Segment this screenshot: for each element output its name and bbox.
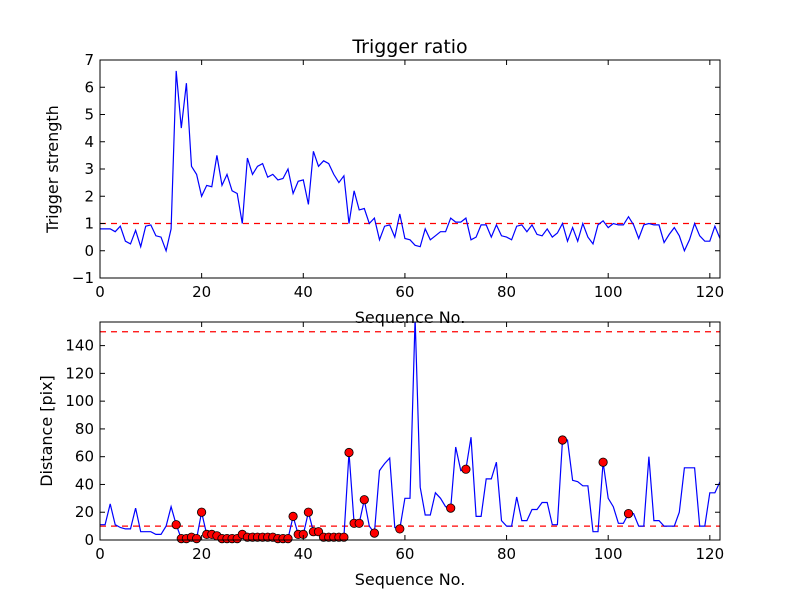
y-tick-label: 4 xyxy=(84,133,94,151)
x-tick-label: 0 xyxy=(95,545,105,563)
triggered-event-point xyxy=(344,447,354,458)
triggered-event-point xyxy=(359,495,369,505)
y-tick-label: 20 xyxy=(75,503,94,521)
x-tick-label: 40 xyxy=(294,545,313,563)
top-x-axis-label: Sequence No. xyxy=(355,308,466,327)
triggered-event-point xyxy=(623,508,634,519)
x-tick-label: 80 xyxy=(497,545,516,563)
chart-title: Trigger ratio xyxy=(351,36,467,58)
triggered-event-point xyxy=(354,518,364,528)
bottom-plot-frame xyxy=(99,321,721,541)
y-tick-label: −1 xyxy=(72,269,94,287)
triggered-event-point xyxy=(369,528,379,538)
y-tick-label: 80 xyxy=(75,420,94,438)
trigger-ratio-panel: Trigger ratio 0 20 40 60 80 100 120 −101234567… xyxy=(43,36,724,327)
triggered-event-point xyxy=(192,533,202,544)
y-tick-label: 7 xyxy=(84,51,94,69)
x-tick-label: 100 xyxy=(594,545,623,563)
triggered-event-point xyxy=(197,507,207,517)
bottom-x-axis: 0 20 40 60 80 100 120 xyxy=(95,322,724,563)
y-tick-label: 5 xyxy=(84,106,94,124)
y-tick-label: 3 xyxy=(84,160,94,178)
y-tick-label: 140 xyxy=(65,337,94,355)
x-tick-label: 20 xyxy=(192,545,211,563)
triggered-event-point xyxy=(461,464,471,474)
y-tick-label: 120 xyxy=(65,364,94,382)
bottom-y-axis-label: Distance [pix] xyxy=(37,375,56,487)
triggered-event-point xyxy=(446,503,456,513)
y-tick-label: 40 xyxy=(75,475,94,493)
y-tick-label: 1 xyxy=(84,215,94,233)
x-tick-label: 60 xyxy=(395,283,414,301)
triggered-event-point xyxy=(339,532,349,542)
distance-line xyxy=(100,322,720,540)
triggered-event-point xyxy=(303,507,313,517)
distance-panel: 0 20 40 60 80 100 120 0 20 40 60 80 100 120 140 Seque… xyxy=(37,321,724,589)
bottom-x-axis-label: Sequence No. xyxy=(355,570,466,589)
y-tick-label: 2 xyxy=(84,187,94,205)
x-tick-label: 60 xyxy=(395,545,414,563)
top-x-axis: 0 20 40 60 80 100 120 xyxy=(95,60,724,301)
triggered-event-point xyxy=(598,457,608,467)
triggered-event-point xyxy=(395,524,405,534)
top-y-axis-label: Trigger strength xyxy=(43,105,62,234)
x-tick-label: 40 xyxy=(294,283,313,301)
triggered-event-point xyxy=(283,533,293,544)
y-tick-label: 0 xyxy=(84,242,94,260)
triggered-event-point xyxy=(171,520,181,530)
y-tick-label: 100 xyxy=(65,392,94,410)
y-tick-label: 6 xyxy=(84,78,94,96)
x-tick-label: 0 xyxy=(95,283,105,301)
y-tick-label: 0 xyxy=(84,531,94,549)
trigger-strength-line xyxy=(100,70,721,253)
x-tick-label: 20 xyxy=(192,283,211,301)
x-tick-label: 100 xyxy=(594,283,623,301)
bottom-y-axis: 0 20 40 60 80 100 120 140 xyxy=(65,337,720,549)
x-tick-label: 80 xyxy=(497,283,516,301)
x-tick-label: 120 xyxy=(696,283,725,301)
top-y-axis: −1 0 1 2 3 4 5 6 7 xyxy=(72,51,720,287)
triggered-event-point xyxy=(288,511,298,522)
triggered-event-point xyxy=(557,435,568,445)
y-tick-label: 60 xyxy=(75,448,94,466)
x-tick-label: 120 xyxy=(696,545,725,563)
